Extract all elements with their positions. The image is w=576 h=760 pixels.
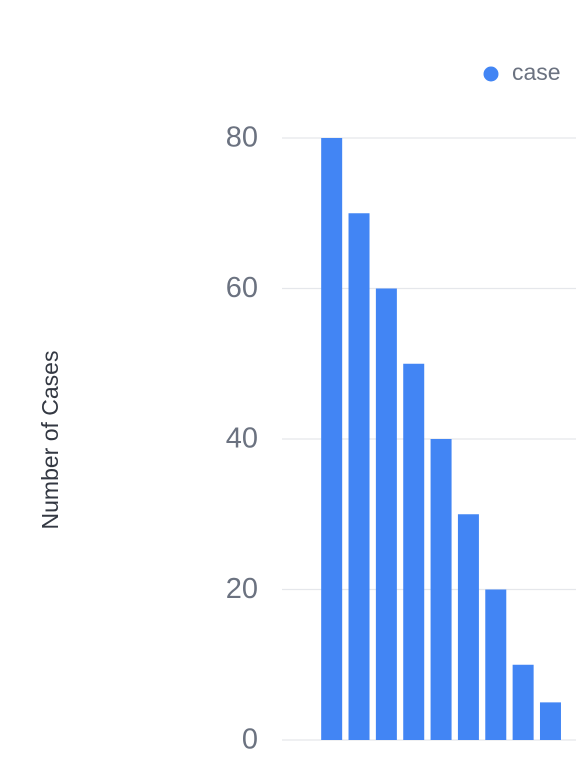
y-tick-label: 0 (242, 724, 258, 756)
y-axis-label: Number of Cases (37, 351, 63, 530)
bar (348, 213, 370, 740)
bar (430, 439, 452, 740)
bar (321, 138, 343, 740)
legend-label: case (512, 59, 561, 85)
legend-marker (483, 66, 499, 82)
bar (485, 589, 507, 740)
y-tick-label: 40 (226, 423, 258, 455)
bar (512, 664, 534, 740)
bar (403, 363, 425, 740)
bar (539, 702, 561, 740)
y-tick-label: 60 (226, 272, 258, 304)
bar (375, 288, 397, 740)
y-tick-label: 80 (226, 122, 258, 154)
bar (457, 514, 479, 740)
y-tick-label: 20 (226, 573, 258, 605)
